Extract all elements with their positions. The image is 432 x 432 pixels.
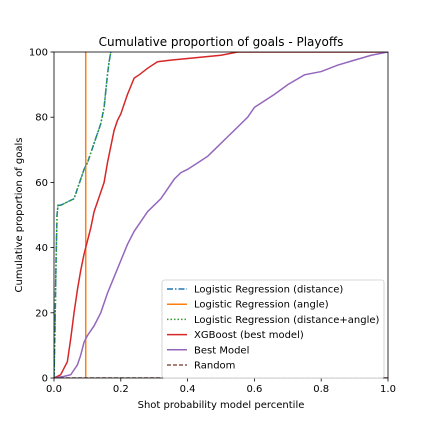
x-tick-label: 0.2 <box>113 384 129 395</box>
axes-layer: 0.0 0.2 0.4 0.6 0.8 1.0 0 20 40 60 80 100 <box>29 48 396 396</box>
legend-label: Best Model <box>194 345 249 356</box>
y-tick-label: 0 <box>42 374 48 385</box>
x-tick-label: 0.4 <box>180 384 196 395</box>
legend: Logistic Regression (distance) Logistic R… <box>161 279 385 379</box>
series-line-3 <box>54 52 112 378</box>
legend-label: Random <box>194 361 235 372</box>
legend-label: XGBoost (best model) <box>194 330 304 341</box>
legend-box <box>161 279 385 379</box>
x-tick-label: 0.8 <box>313 384 329 395</box>
y-tick-label: 60 <box>35 178 48 189</box>
series-layer <box>54 52 388 378</box>
series-line-4 <box>54 52 388 378</box>
series-line-5 <box>54 52 388 378</box>
x-tick-label: 1.0 <box>380 384 396 395</box>
y-tick-label: 20 <box>35 308 48 319</box>
y-tick-label: 100 <box>29 48 48 59</box>
legend-label: Logistic Regression (distance+angle) <box>194 315 379 326</box>
legend-label: Logistic Regression (distance) <box>194 285 343 296</box>
x-tick-label: 0.6 <box>246 384 262 395</box>
x-axis-label: Shot probability model percentile <box>138 400 305 411</box>
chart-title: Cumulative proportion of goals - Playoff… <box>99 35 344 49</box>
y-axis-label: Cumulative proportion of goals <box>14 138 25 293</box>
legend-label: Logistic Regression (angle) <box>194 300 329 311</box>
x-tick-label: 0.0 <box>46 384 62 395</box>
y-tick-label: 80 <box>35 113 48 124</box>
y-tick-label: 40 <box>35 243 48 254</box>
